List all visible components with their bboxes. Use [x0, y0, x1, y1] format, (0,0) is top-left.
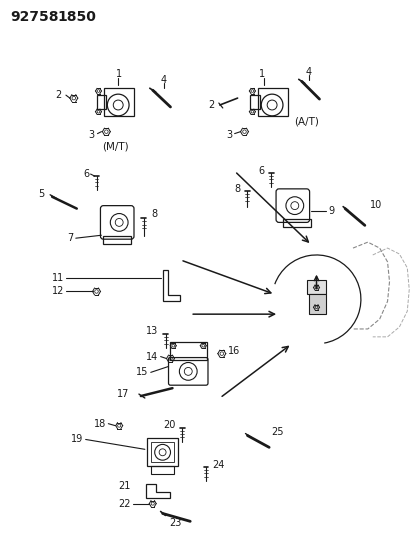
Text: 2: 2 — [56, 90, 62, 100]
Text: 3: 3 — [88, 130, 94, 140]
Text: 92758: 92758 — [11, 10, 59, 24]
Text: 21: 21 — [119, 481, 131, 491]
Text: 3: 3 — [226, 130, 232, 140]
Text: 24: 24 — [211, 460, 224, 470]
Text: 18: 18 — [94, 418, 106, 429]
Text: 6: 6 — [257, 166, 263, 176]
Text: 12: 12 — [52, 286, 64, 296]
Text: 16: 16 — [227, 346, 240, 356]
Text: 5: 5 — [38, 189, 44, 199]
Bar — [150, 466, 174, 474]
Text: 1: 1 — [116, 69, 122, 79]
Text: 17: 17 — [116, 389, 129, 399]
Text: (M/T): (M/T) — [102, 141, 128, 151]
Bar — [147, 439, 178, 466]
Text: 11: 11 — [52, 273, 64, 282]
Bar — [308, 294, 325, 314]
Text: 6: 6 — [83, 169, 89, 179]
Text: 4: 4 — [305, 68, 311, 77]
Bar — [306, 280, 325, 294]
Text: 20: 20 — [163, 419, 175, 430]
Text: 25: 25 — [271, 426, 283, 437]
Text: 19: 19 — [71, 434, 83, 445]
Text: 4: 4 — [160, 75, 166, 85]
Text: 8: 8 — [152, 208, 157, 219]
Text: 23: 23 — [169, 518, 181, 528]
Text: 14: 14 — [146, 352, 158, 361]
Text: 8: 8 — [234, 184, 240, 194]
Text: 9: 9 — [328, 206, 334, 215]
Text: 13: 13 — [146, 326, 158, 336]
Bar — [258, 88, 287, 116]
Text: 1: 1 — [259, 69, 265, 79]
Text: (A/T): (A/T) — [293, 117, 318, 127]
Bar — [150, 442, 174, 462]
Text: 10: 10 — [369, 200, 381, 209]
Bar — [250, 95, 260, 109]
Text: 1850: 1850 — [57, 10, 96, 24]
Bar — [169, 342, 206, 360]
Bar — [104, 88, 134, 116]
Text: 15: 15 — [136, 367, 148, 377]
Text: 2: 2 — [208, 100, 214, 110]
Bar — [96, 95, 106, 109]
Text: 7: 7 — [67, 233, 74, 243]
Text: 22: 22 — [118, 498, 131, 508]
